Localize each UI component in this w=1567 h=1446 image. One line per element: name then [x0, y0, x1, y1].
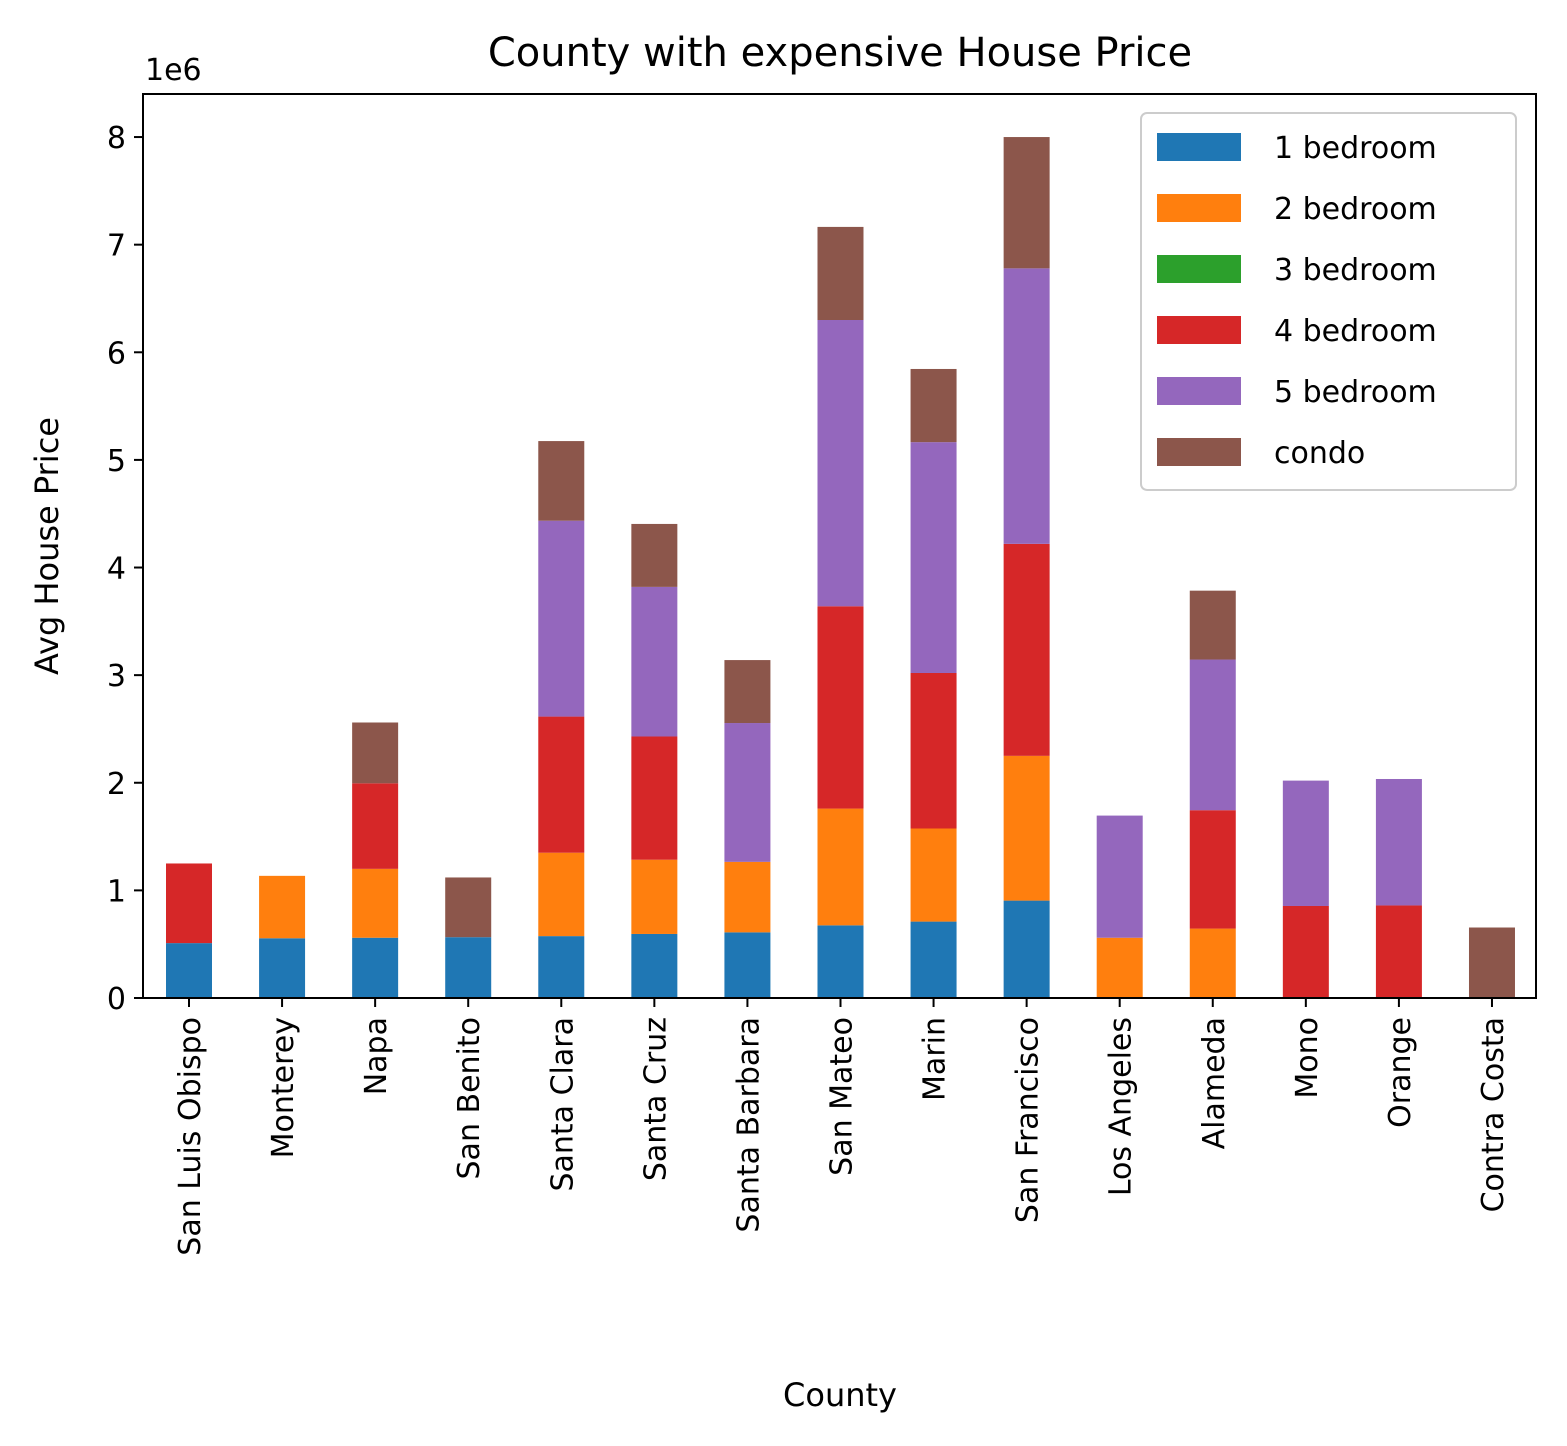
bar-segment: [910, 672, 957, 829]
bar-segment: [910, 828, 957, 922]
bar-segment: [1375, 905, 1422, 998]
x-axis-label: County: [783, 1376, 897, 1414]
bar-segment: [1282, 905, 1329, 998]
bar-segment: [1003, 543, 1050, 756]
bar-segment: [1003, 755, 1050, 901]
bar-segment: [631, 586, 678, 737]
bar-segment: [538, 716, 585, 853]
bar-segment: [1003, 137, 1050, 269]
y-tick-label: 0: [107, 982, 126, 1017]
x-tick-label: San Mateo: [824, 1017, 859, 1176]
bar-segment: [538, 936, 585, 998]
bar-segment: [1375, 778, 1422, 906]
bar-segment: [352, 783, 399, 869]
x-tick-label: San Francisco: [1011, 1017, 1046, 1223]
y-tick-label: 1: [107, 874, 126, 909]
y-axis-label: Avg House Price: [28, 417, 66, 675]
bar-segment: [1003, 900, 1050, 998]
bar-segment: [1189, 659, 1236, 811]
bar-segment: [817, 226, 864, 320]
x-tick-label: Orange: [1383, 1017, 1418, 1128]
bar-segment: [1189, 810, 1236, 929]
legend-frame: [1140, 112, 1517, 491]
bar-segment: [631, 523, 678, 587]
x-tick-label: Santa Barbara: [731, 1017, 766, 1233]
legend-swatch: [1157, 316, 1241, 344]
bars-group: [166, 137, 1515, 998]
bar-segment: [910, 442, 957, 673]
bar-segment: [817, 320, 864, 607]
bar-segment: [352, 937, 399, 998]
legend: 1 bedroom 2 bedroom 3 bedroom 4 bedroom 5 be…: [1140, 112, 1517, 491]
y-axis: 0 1 2 3 4 5 6 7 8: [107, 121, 143, 1017]
bar-segment: [538, 441, 585, 521]
x-tick-label: Santa Clara: [545, 1017, 580, 1192]
bar-segment: [724, 861, 771, 933]
legend-swatch: [1157, 255, 1241, 283]
bar-segment: [1189, 928, 1236, 998]
x-tick-label: Monterey: [266, 1017, 301, 1158]
y-offset-label: 1e6: [145, 53, 202, 88]
bar-segment: [1003, 268, 1050, 544]
legend-swatch: [1157, 438, 1241, 466]
y-tick-label: 2: [107, 767, 126, 802]
chart-title: County with expensive House Price: [488, 30, 1192, 76]
y-tick-label: 4: [107, 552, 126, 587]
bar-segment: [1468, 927, 1515, 998]
bar-segment: [1189, 590, 1236, 660]
plot-frame: [142, 93, 1537, 999]
x-tick-label: Alameda: [1197, 1017, 1232, 1149]
y-tick-label: 5: [107, 444, 126, 479]
x-tick-label: Marin: [918, 1017, 953, 1101]
y-tick-label: 7: [107, 229, 126, 264]
legend-label: 4 bedroom: [1274, 314, 1437, 349]
bar-segment: [817, 925, 864, 998]
x-tick-label: Napa: [359, 1017, 394, 1095]
bar-segment: [631, 736, 678, 860]
legend-swatch: [1157, 194, 1241, 222]
legend-swatch: [1157, 377, 1241, 405]
bar-segment: [259, 875, 306, 939]
bar-segment: [445, 877, 492, 938]
legend-label: 1 bedroom: [1274, 131, 1437, 166]
legend-swatch: [1157, 133, 1241, 161]
x-tick-label: Los Angeles: [1104, 1017, 1139, 1196]
legend-label: 3 bedroom: [1274, 253, 1437, 288]
bar-segment: [724, 660, 771, 724]
bar-segment: [817, 808, 864, 926]
bar-segment: [631, 859, 678, 934]
x-tick-label: Santa Cruz: [638, 1017, 673, 1181]
y-tick-label: 3: [107, 659, 126, 694]
y-tick-label: 6: [107, 336, 126, 371]
bar-segment: [166, 863, 212, 944]
bar-segment: [910, 921, 957, 998]
bar-segment: [724, 932, 771, 998]
bar-segment: [538, 852, 585, 937]
bar-segment: [445, 937, 492, 998]
bar-segment: [538, 520, 585, 717]
bar-segment: [1096, 815, 1143, 938]
legend-label: 2 bedroom: [1274, 192, 1437, 227]
x-tick-label: San Luis Obispo: [173, 1017, 208, 1256]
legend-label: condo: [1274, 436, 1365, 471]
bar-segment: [352, 868, 399, 938]
x-axis: San Luis Obispo Monterey Napa San Benito San…: [173, 998, 1511, 1256]
y-tick-label: 8: [107, 121, 126, 156]
bar-segment: [631, 933, 678, 998]
bar-segment: [1096, 937, 1143, 998]
x-tick-label: San Benito: [452, 1017, 487, 1179]
bar-segment: [352, 722, 399, 784]
bar-segment: [259, 938, 306, 998]
bar-segment: [1282, 780, 1329, 906]
x-tick-label: Mono: [1290, 1017, 1325, 1099]
bar-segment: [724, 723, 771, 862]
bar-segment: [817, 606, 864, 809]
legend-label: 5 bedroom: [1274, 375, 1437, 410]
bar-segment: [910, 368, 957, 443]
bar-segment: [166, 943, 212, 998]
x-tick-label: Contra Costa: [1476, 1017, 1511, 1212]
